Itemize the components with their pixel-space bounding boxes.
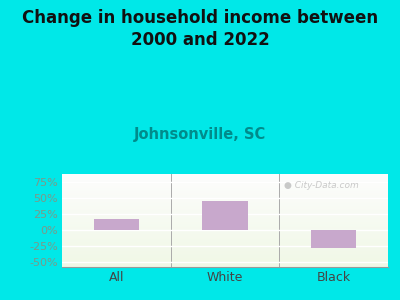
Bar (62, 185, 388, 186)
Bar (62, 258, 388, 259)
Bar (62, 214, 388, 215)
Bar (62, 262, 388, 263)
Bar (62, 183, 388, 184)
Bar (62, 195, 388, 196)
Bar (62, 200, 388, 201)
Bar (94, 219, 139, 230)
Bar (62, 238, 388, 239)
Bar (62, 194, 388, 195)
Bar (62, 174, 388, 175)
Bar (62, 196, 388, 197)
Bar (62, 256, 388, 257)
Bar (62, 250, 388, 251)
Bar (62, 252, 388, 253)
Bar (62, 208, 388, 209)
Bar (62, 188, 388, 189)
Bar (62, 235, 388, 236)
Bar (62, 259, 388, 260)
Bar (62, 229, 388, 230)
Bar (62, 226, 388, 227)
Bar (62, 220, 388, 221)
Bar (62, 198, 388, 199)
Bar (62, 193, 388, 194)
Bar (62, 255, 388, 256)
Bar (62, 207, 388, 208)
Text: Johnsonville, SC: Johnsonville, SC (134, 128, 266, 142)
Bar (62, 224, 388, 225)
Bar (62, 237, 388, 238)
Bar (62, 261, 388, 262)
Bar (62, 231, 388, 232)
Bar (62, 213, 388, 214)
Bar (62, 218, 388, 219)
Bar (62, 212, 388, 213)
Bar (62, 189, 388, 190)
Bar (62, 177, 388, 178)
Bar (202, 201, 248, 230)
Bar (62, 223, 388, 224)
Bar (311, 230, 356, 248)
Bar (62, 243, 388, 244)
Bar (62, 182, 388, 183)
Bar (62, 244, 388, 245)
Bar (62, 192, 388, 193)
Bar (62, 257, 388, 258)
Bar (62, 197, 388, 198)
Bar (62, 232, 388, 233)
Bar (62, 211, 388, 212)
Bar (62, 236, 388, 237)
Bar (62, 202, 388, 203)
Bar (62, 217, 388, 218)
Bar (62, 221, 388, 222)
Bar (62, 266, 388, 267)
Bar (62, 203, 388, 204)
Bar (62, 248, 388, 249)
Bar (62, 230, 388, 231)
Bar (62, 234, 388, 235)
Bar (62, 245, 388, 246)
Bar (62, 222, 388, 223)
Bar (62, 251, 388, 252)
Bar (62, 216, 388, 217)
Bar (62, 253, 388, 254)
Bar (62, 241, 388, 242)
Bar (62, 260, 388, 261)
Bar (62, 210, 388, 211)
Bar (62, 246, 388, 247)
Bar (62, 187, 388, 188)
Bar (62, 254, 388, 255)
Bar (62, 240, 388, 241)
Bar (62, 265, 388, 266)
Bar (62, 219, 388, 220)
Bar (62, 178, 388, 179)
Text: ● City-Data.com: ● City-Data.com (284, 181, 358, 190)
Bar (62, 186, 388, 187)
Bar (62, 242, 388, 243)
Bar (62, 190, 388, 191)
Bar (62, 181, 388, 182)
Bar (62, 249, 388, 250)
Bar (62, 228, 388, 229)
Bar (62, 179, 388, 180)
Bar (62, 206, 388, 207)
Bar (62, 264, 388, 265)
Bar (62, 201, 388, 202)
Bar (62, 263, 388, 264)
Bar (62, 199, 388, 200)
Bar (62, 239, 388, 240)
Bar (62, 180, 388, 181)
Bar (62, 225, 388, 226)
Bar (62, 209, 388, 210)
Bar (62, 215, 388, 216)
Bar (62, 176, 388, 177)
Bar (62, 205, 388, 206)
Bar (62, 191, 388, 192)
Bar (62, 204, 388, 205)
Text: Change in household income between
2000 and 2022: Change in household income between 2000 … (22, 9, 378, 49)
Bar (62, 184, 388, 185)
Bar (62, 233, 388, 234)
Bar (62, 227, 388, 228)
